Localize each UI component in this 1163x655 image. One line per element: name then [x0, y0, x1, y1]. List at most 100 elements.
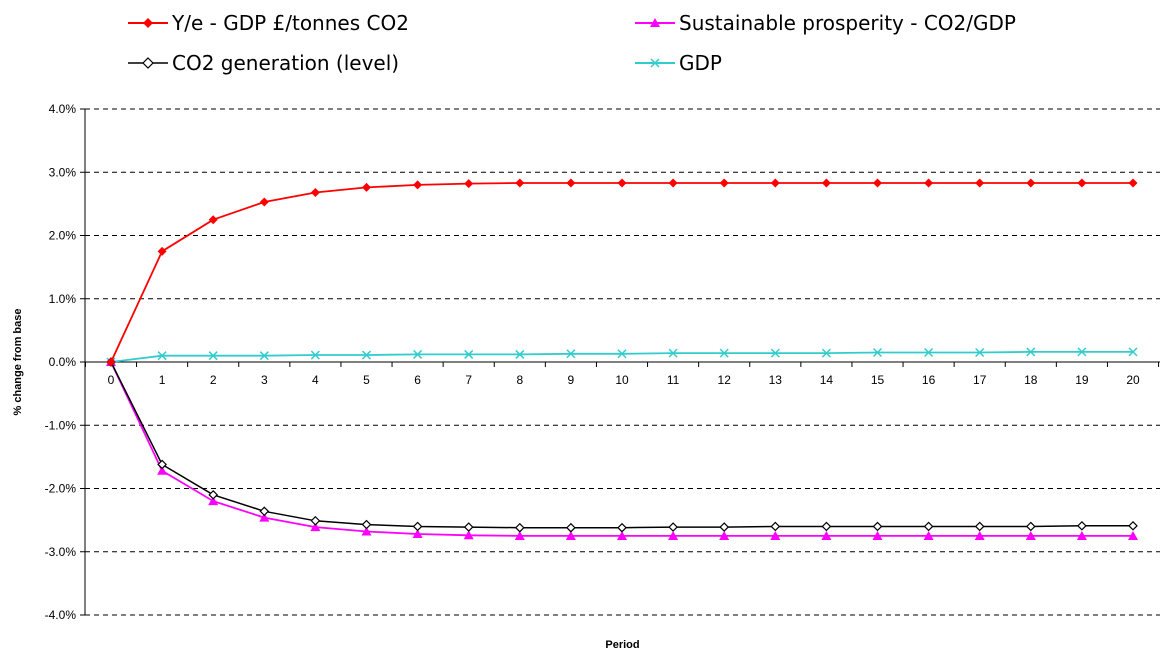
x-tick-label: 19 — [1075, 373, 1089, 387]
x-tick-label: 8 — [516, 373, 523, 387]
x-axis-title: Period — [605, 639, 639, 651]
data-point — [259, 351, 269, 361]
data-point — [514, 530, 525, 540]
x-tick-label: 18 — [1024, 373, 1038, 387]
data-point — [413, 180, 423, 190]
legend-swatch-gdp — [635, 58, 675, 68]
x-tick-label: 14 — [820, 373, 834, 387]
data-point — [310, 350, 320, 360]
legend-label-gdp: GDP — [679, 51, 722, 75]
data-point — [770, 521, 781, 532]
data-point — [464, 349, 474, 359]
data-point — [668, 178, 678, 188]
data-point — [975, 347, 985, 358]
x-tick-label: 3 — [261, 373, 268, 387]
data-point — [208, 215, 218, 225]
series-line — [110, 182, 1133, 363]
data-point — [1077, 347, 1087, 357]
data-point — [1128, 520, 1138, 531]
y-axis-title: % change from base — [12, 309, 24, 416]
data-point — [515, 349, 525, 359]
data-point — [1128, 347, 1138, 357]
data-point — [464, 179, 474, 189]
legend-swatch-ye — [128, 18, 168, 28]
legend-label-ye: Y/e - GDP £/tonnes CO2 — [172, 11, 409, 35]
y-tick-label: 1.0% — [49, 292, 77, 306]
data-point — [923, 521, 934, 532]
data-point — [565, 530, 576, 540]
data-point — [208, 351, 218, 361]
y-tick-label: -3.0% — [45, 545, 77, 559]
data-point — [362, 182, 371, 192]
y-tick-label: -2.0% — [45, 482, 77, 496]
data-point — [310, 522, 321, 532]
data-point — [668, 530, 679, 540]
data-point — [770, 348, 780, 358]
data-point — [668, 348, 678, 358]
data-point — [412, 521, 423, 532]
data-point — [157, 465, 168, 475]
legend-label-sustainable: Sustainable prosperity - CO2/GDP — [679, 11, 1016, 35]
data-point — [924, 178, 934, 188]
data-point — [361, 519, 372, 530]
data-point — [361, 526, 372, 536]
x-tick-label: 11 — [667, 373, 680, 387]
data-point — [974, 530, 985, 540]
data-point — [1025, 521, 1036, 532]
data-point — [719, 178, 729, 188]
legend-label-co2: CO2 generation (level) — [172, 51, 400, 75]
y-tick-label: 2.0% — [49, 229, 77, 243]
data-point — [975, 178, 985, 188]
data-point — [1025, 530, 1036, 540]
data-point — [310, 515, 321, 526]
x-tick-label: 15 — [871, 373, 885, 387]
data-point — [463, 522, 474, 532]
data-point — [617, 530, 627, 540]
x-tick-label: 13 — [769, 373, 783, 387]
data-point — [719, 348, 729, 358]
data-point — [719, 522, 730, 532]
data-point — [515, 178, 525, 188]
data-point — [668, 522, 678, 532]
data-point — [821, 348, 831, 358]
data-point — [259, 512, 270, 522]
x-tick-label: 1 — [159, 373, 166, 387]
legend-item-co2: CO2 generation (level) — [128, 48, 399, 78]
data-point — [412, 529, 423, 539]
y-tick-label: -4.0% — [45, 608, 77, 622]
data-point — [157, 351, 167, 361]
chart-legend: Y/e - GDP £/tonnes CO2 Sustainable prosp… — [0, 0, 1163, 80]
data-point — [1026, 347, 1036, 357]
x-tick-label: 20 — [1126, 373, 1140, 387]
data-point — [1077, 178, 1087, 188]
legend-swatch-sustainable — [635, 18, 675, 27]
x-tick-label: 2 — [210, 373, 217, 387]
x-tick-label: 0 — [108, 373, 115, 387]
data-point — [566, 178, 576, 188]
x-tick-label: 10 — [615, 373, 629, 387]
data-point — [413, 349, 423, 359]
y-tick-label: -1.0% — [45, 418, 77, 432]
data-point — [617, 522, 627, 533]
x-tick-label: 12 — [718, 373, 732, 387]
legend-item-ye: Y/e - GDP £/tonnes CO2 — [128, 8, 409, 38]
data-point — [310, 187, 320, 197]
x-tick-label: 9 — [568, 373, 575, 387]
data-point — [974, 521, 985, 532]
x-tick-label: 16 — [922, 373, 936, 387]
data-point — [770, 178, 780, 188]
x-tick-label: 4 — [312, 373, 319, 387]
data-point — [1128, 530, 1138, 540]
data-point — [566, 349, 576, 359]
y-tick-label: 3.0% — [49, 165, 77, 179]
data-point — [617, 178, 627, 188]
data-point — [873, 178, 882, 188]
legend-item-gdp: GDP — [635, 48, 722, 78]
data-point — [821, 530, 832, 540]
data-point — [923, 530, 934, 540]
data-point — [361, 350, 372, 360]
data-point — [566, 522, 576, 533]
data-point — [208, 489, 219, 500]
